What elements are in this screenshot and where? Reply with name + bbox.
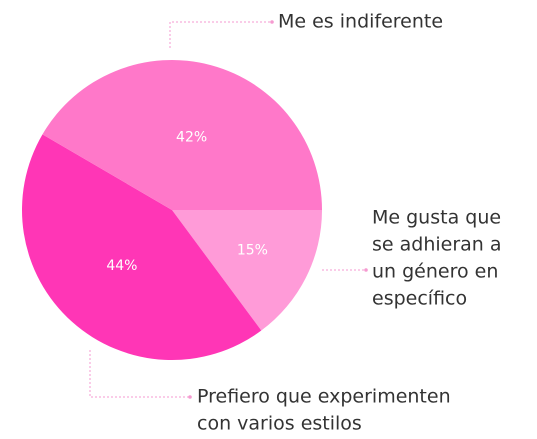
pie-slice bbox=[21, 134, 262, 360]
value-label: 42% bbox=[176, 130, 207, 146]
value-label: 44% bbox=[106, 258, 137, 274]
value-label: 15% bbox=[237, 242, 268, 258]
category-label: Prefiero que experimenten bbox=[197, 386, 451, 408]
category-label: un género en bbox=[372, 261, 498, 283]
category-label: se adhieran a bbox=[372, 234, 502, 256]
category-label: Me es indiferente bbox=[278, 11, 443, 33]
leader-line bbox=[169, 21, 272, 48]
leader-dot bbox=[188, 395, 192, 399]
pie-slice bbox=[172, 210, 322, 331]
leader-line bbox=[89, 350, 190, 398]
category-label: Me gusta que bbox=[372, 207, 501, 229]
leader-dot bbox=[270, 20, 274, 24]
pie-slice bbox=[42, 59, 322, 211]
category-label: con varios estilos bbox=[197, 413, 362, 435]
category-label: específico bbox=[372, 288, 467, 310]
leader-dot bbox=[364, 268, 368, 272]
